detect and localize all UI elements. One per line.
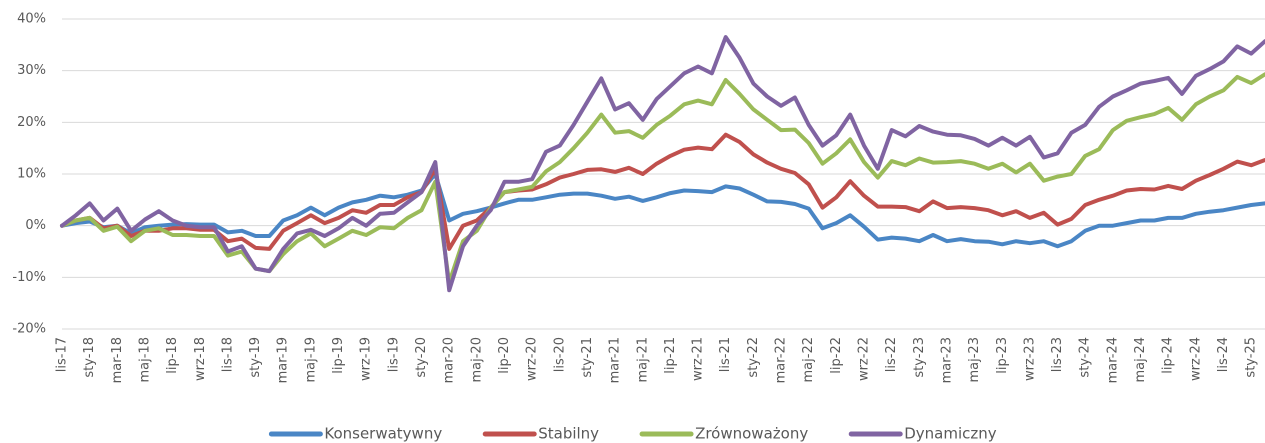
y-tick-label: 10% <box>17 167 46 182</box>
x-tick-label: maj-20 <box>469 337 484 382</box>
x-tick-label: sty-24 <box>1078 337 1093 378</box>
x-tick-label: wrz-23 <box>1022 337 1037 381</box>
x-tick-label: lip-18 <box>165 337 180 374</box>
x-tick-label: mar-19 <box>276 337 291 383</box>
x-tick-label: sty-25 <box>1244 337 1259 378</box>
x-tick-label: sty-18 <box>82 337 97 378</box>
x-tick-label: maj-22 <box>801 337 816 382</box>
series-line <box>60 132 1265 251</box>
x-tick-label: lis-23 <box>1050 337 1065 372</box>
x-tick-label: lip-20 <box>497 337 512 374</box>
x-tick-label: lis-21 <box>718 337 733 372</box>
x-tick-label: lis-17 <box>55 337 70 372</box>
x-tick-label: wrz-22 <box>857 337 872 381</box>
y-tick-label: -20% <box>12 322 46 337</box>
x-tick-label: maj-19 <box>303 337 318 382</box>
x-tick-label: lis-18 <box>220 337 235 372</box>
x-tick-label: lip-21 <box>663 337 678 374</box>
x-tick-label: sty-19 <box>248 337 263 378</box>
x-tick-label: mar-18 <box>110 337 125 383</box>
x-tick-label: sty-21 <box>580 337 595 378</box>
x-tick-label: maj-23 <box>967 337 982 382</box>
x-tick-label: maj-18 <box>137 337 152 382</box>
x-tick-label: sty-22 <box>746 337 761 378</box>
series-line <box>60 72 1265 285</box>
x-tick-label: lis-20 <box>552 337 567 372</box>
x-tick-label: sty-20 <box>414 337 429 378</box>
legend-label: Dynamiczny <box>904 425 997 443</box>
x-tick-label: wrz-20 <box>525 337 540 381</box>
x-tick-label: wrz-18 <box>193 337 208 381</box>
y-tick-label: 30% <box>17 63 46 78</box>
x-tick-label: lip-24 <box>1161 337 1176 374</box>
y-tick-label: 0% <box>25 218 46 233</box>
series-line <box>60 172 1265 249</box>
y-tick-label: -10% <box>12 270 46 285</box>
legend-label: Stabilny <box>538 425 599 443</box>
legend-label: Konserwatywny <box>324 425 442 443</box>
x-tick-label: lip-22 <box>829 337 844 374</box>
x-tick-label: lis-19 <box>386 337 401 372</box>
x-tick-label: maj-24 <box>1133 337 1148 382</box>
x-tick-label: maj-21 <box>635 337 650 382</box>
x-tick-label: mar-21 <box>608 337 623 383</box>
x-tick-label: lip-23 <box>995 337 1010 374</box>
x-tick-label: wrz-19 <box>359 337 374 381</box>
x-tick-label: lip-19 <box>331 337 346 374</box>
x-tick-label: mar-24 <box>1105 337 1120 383</box>
x-tick-label: wrz-21 <box>691 337 706 381</box>
y-tick-label: 20% <box>17 115 46 130</box>
x-tick-label: wrz-24 <box>1188 337 1203 381</box>
legend-label: Zrównoważony <box>695 425 808 443</box>
y-tick-label: 40% <box>17 12 46 27</box>
x-tick-label: mar-20 <box>442 337 457 383</box>
x-tick-label: mar-22 <box>774 337 789 383</box>
x-tick-label: sty-23 <box>912 337 927 378</box>
x-tick-label: mar-23 <box>939 337 954 383</box>
x-tick-label: lis-22 <box>884 337 899 372</box>
series-line <box>60 35 1265 293</box>
x-tick-label: lis-24 <box>1216 337 1231 372</box>
